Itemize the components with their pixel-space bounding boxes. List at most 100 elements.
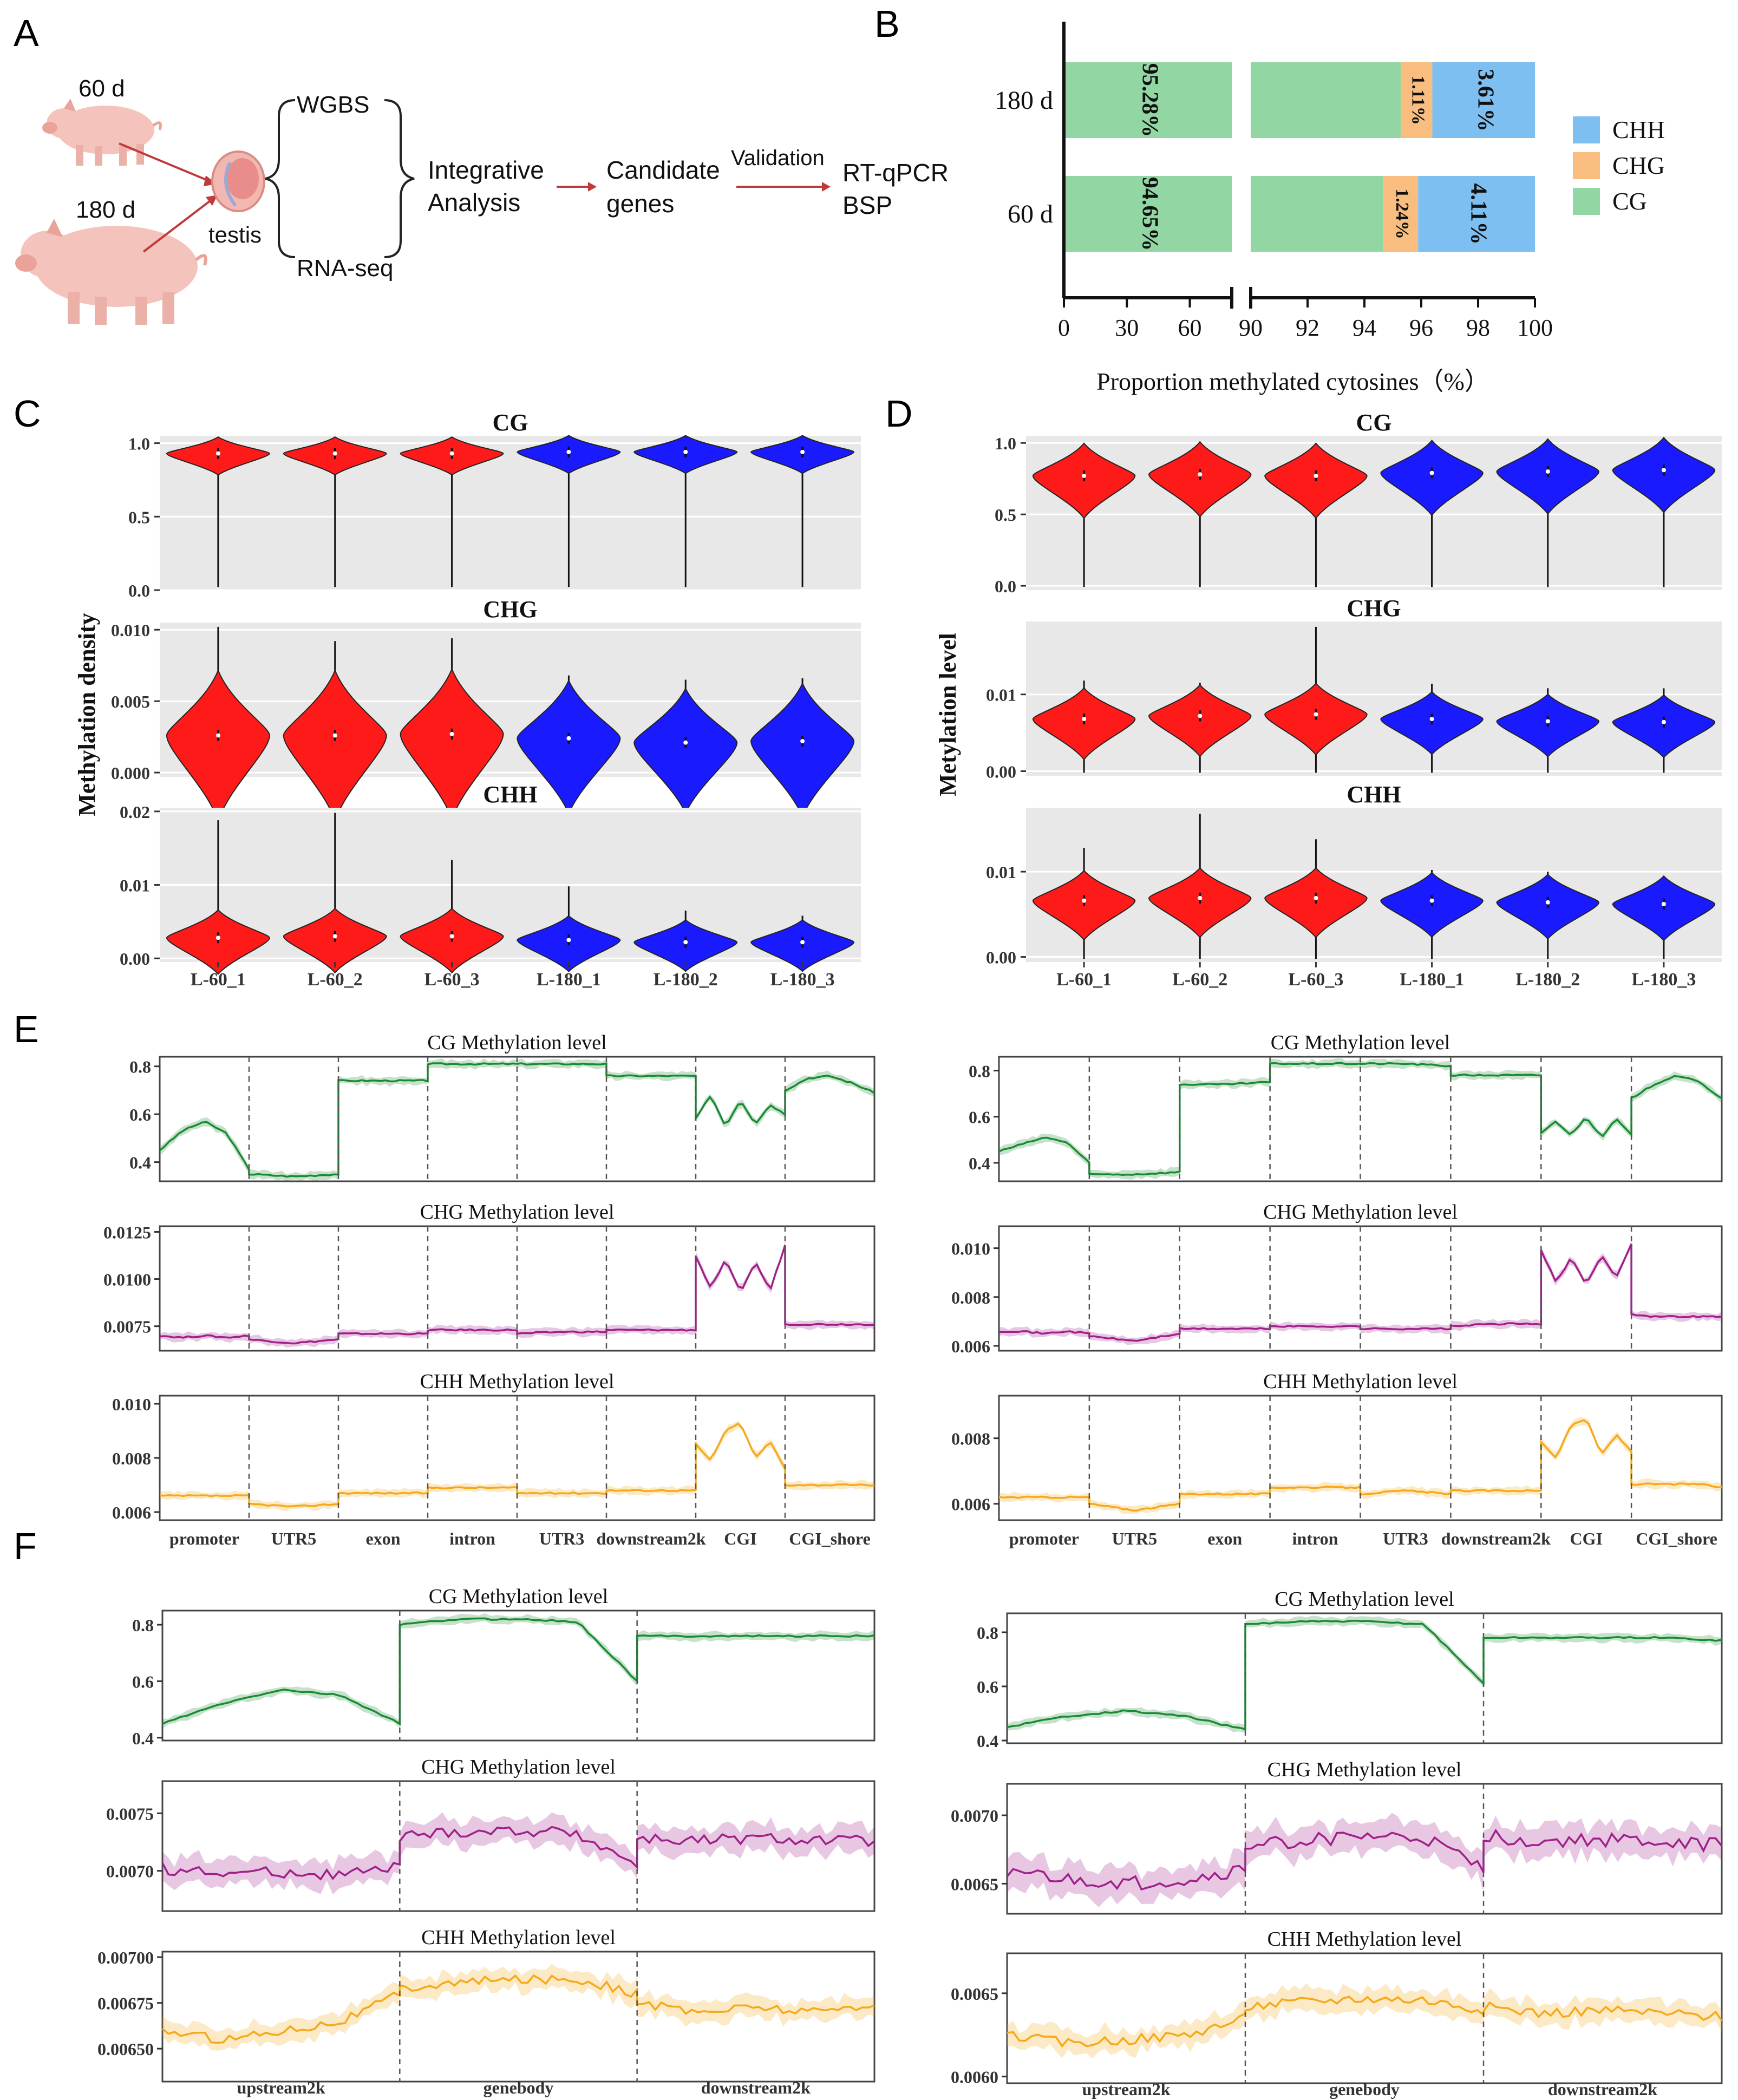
legend-swatch-chg	[1573, 152, 1600, 179]
region-label-UTR3: UTR3	[539, 1529, 585, 1548]
confidence-band-chh	[1007, 1983, 1722, 2059]
x-tick-label: 92	[1296, 315, 1319, 341]
violin-median	[566, 736, 571, 741]
y-tick-label: 0.4	[969, 1154, 990, 1173]
y-tick-label: 0.0065	[951, 1874, 998, 1894]
profile-title-chh: CHH Methylation level	[420, 1370, 615, 1393]
confidence-band-chg	[162, 1812, 874, 1895]
violin-median	[683, 740, 688, 745]
y-axis-title: Methylation density	[74, 613, 100, 816]
panel-c-violin-density: 0.0 0.5 1.0 CG 0.000 0.005 0.010 CHG 0.00 0.01 0.0…	[74, 409, 861, 990]
y-tick-label: 0.008	[951, 1288, 990, 1307]
panel-label-a: A	[14, 12, 39, 54]
profile-title-cg: CG Methylation level	[1275, 1588, 1454, 1611]
y-tick-label: 0.6	[969, 1108, 990, 1127]
bar-cg-0	[1251, 62, 1401, 138]
violin-median	[449, 934, 454, 939]
y-axis-title: Metylation level	[935, 633, 961, 796]
violin-median	[332, 934, 337, 939]
y-tick-label: 0.010	[111, 620, 150, 640]
piglet-60d-illustration	[42, 99, 162, 166]
bar-cg-left-0	[1064, 62, 1232, 138]
region-label-intron: intron	[1292, 1529, 1338, 1548]
facet-title-chh: CHH	[1347, 781, 1401, 808]
profile-line-chh	[161, 1974, 875, 2044]
y-tick-label: 0.006	[951, 1495, 990, 1514]
y-tick-label: 0.8	[129, 1057, 151, 1077]
region-label-exon: exon	[1207, 1529, 1242, 1548]
y-tick-label: 0.006	[951, 1337, 990, 1356]
facet-bg-cg	[160, 436, 861, 590]
violin-median	[1661, 468, 1666, 473]
bar-label-chg-1: 1.24%	[1392, 188, 1412, 239]
x-tick-label: 90	[1239, 315, 1263, 341]
y-tick-label: 0.4	[977, 1731, 998, 1751]
violin-median	[1429, 898, 1434, 903]
profile-title-chh: CHH Methylation level	[1263, 1370, 1458, 1393]
y-tick-label: 0.0075	[103, 1317, 151, 1337]
violin-median	[1314, 895, 1318, 900]
sample-label-L-180_2: L-180_2	[654, 970, 718, 990]
legend-label-cg: CG	[1612, 187, 1647, 215]
violin-median	[1429, 717, 1434, 722]
violin-median	[683, 449, 688, 454]
sample-label-L-60_1: L-60_1	[1056, 970, 1112, 990]
profile-frame	[1006, 1952, 1723, 2084]
y-tick-label: 0.8	[977, 1623, 998, 1643]
profile-frame	[1006, 1783, 1723, 1915]
violin-median	[1082, 717, 1087, 722]
testis-icon	[211, 151, 265, 212]
y-tick-label: 0.01	[986, 685, 1016, 705]
x-tick-label: 94	[1352, 315, 1376, 341]
panel-label-e: E	[14, 1008, 39, 1050]
y-tick-label: 0.00675	[97, 1994, 154, 2013]
facet-title-chg: CHG	[483, 596, 537, 623]
y-tick-label: 0.008	[112, 1449, 151, 1468]
integrative-label-1: Integrative	[428, 156, 544, 184]
region-label-genebody: genebody	[1329, 2079, 1400, 2099]
y-tick-label: 0.5	[995, 505, 1016, 525]
panel-b-bar-chart: 95.28% 1.11% 3.61% 180 d 94.65% 1.24% 4.11% 60 …	[995, 22, 1665, 395]
y-tick-label: 0.8	[969, 1062, 990, 1081]
bar-chh-1	[1418, 176, 1535, 252]
profile-title-cg: CG Methylation level	[427, 1031, 606, 1054]
y-tick-label: 0.0	[995, 577, 1016, 596]
y-tick-label: 0.0125	[103, 1222, 151, 1242]
y-tick-label: 1.0	[128, 434, 150, 454]
facet-title-chg: CHG	[1347, 595, 1401, 622]
panel-label-b: B	[874, 3, 900, 45]
y-tick-label: 0.010	[951, 1239, 990, 1259]
panel-d-violin-level: 0.0 0.5 1.0 CG 0.00 0.01 CHG 0.00 0.01 CHH L-60_1 L…	[935, 409, 1722, 990]
violin-median	[1429, 470, 1434, 475]
facet-title-cg: CG	[1356, 409, 1392, 436]
y-tick-label: 0.4	[129, 1153, 151, 1173]
validation-label: Validation	[731, 146, 825, 170]
profile-title-chh: CHH Methylation level	[421, 1926, 616, 1949]
region-label-exon: exon	[366, 1529, 401, 1548]
violin-median	[215, 935, 220, 940]
bar-chg-0	[1401, 62, 1433, 138]
panel-label-f: F	[14, 1525, 37, 1567]
violin-median	[1082, 898, 1087, 903]
violin-median	[1082, 473, 1087, 478]
confidence-band-chh	[162, 1964, 874, 2051]
candidate-label-2: genes	[606, 189, 674, 218]
y-tick-label: 0.5	[128, 507, 150, 527]
sample-label-L-180_3: L-180_3	[1631, 970, 1696, 990]
violin-median	[1198, 714, 1203, 718]
y-tick-label: 0.006	[112, 1503, 151, 1522]
sample-label-L-180_1: L-180_1	[537, 970, 601, 990]
profile-title-chg: CHG Methylation level	[1263, 1201, 1458, 1224]
y-tick-label: 0.005	[111, 692, 150, 711]
y-tick-label: 0.00650	[97, 2039, 154, 2059]
y-tick-label: 0.0060	[951, 2068, 998, 2087]
violin-median	[800, 449, 805, 454]
y-tick-label: 0.01	[120, 876, 150, 895]
arrow-60d-to-testis	[119, 142, 211, 182]
region-label-upstream2k: upstream2k	[237, 2078, 325, 2097]
bar-label-chg-0: 1.11%	[1408, 75, 1428, 125]
violin-median	[449, 731, 454, 736]
y-tick-label: 0.0065	[951, 1984, 998, 2004]
region-label-intron: intron	[449, 1529, 495, 1548]
region-label-UTR3: UTR3	[1383, 1529, 1428, 1548]
